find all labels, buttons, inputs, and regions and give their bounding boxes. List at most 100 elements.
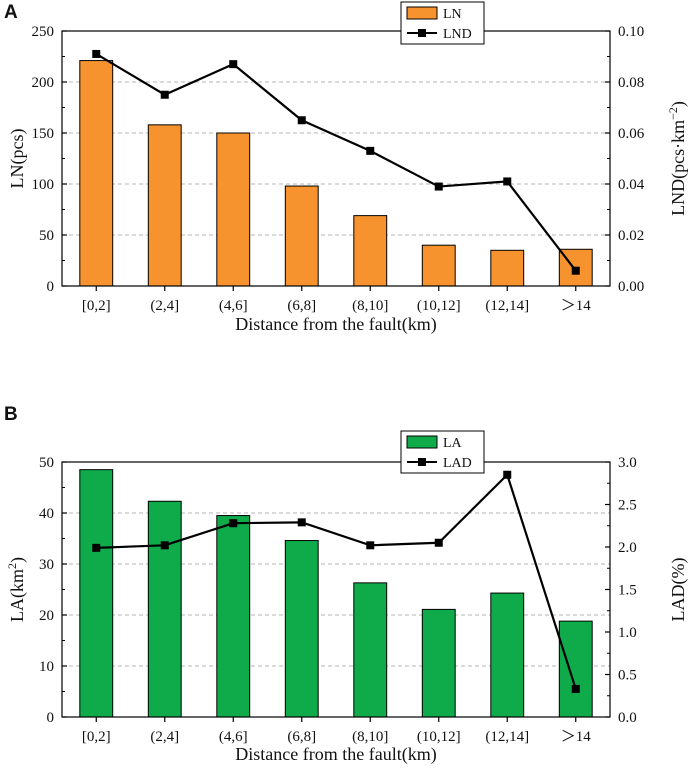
panel-b-x-tick-label: (8,10] [352, 729, 388, 745]
panel-b: B 0 10 20 30 40 50 0.0 0.5 1.0 1.5 2.0 2.5 3.0 [0,2] (… [4, 404, 689, 765]
panel-a-left-tick-label: 250 [32, 24, 55, 40]
panel-a-right-tick-label: 0.08 [618, 75, 644, 91]
panel-a-bar [147, 124, 182, 287]
panel-a-right-tick-label: 0.06 [618, 126, 645, 142]
panel-a-right-tick-label: 0.00 [618, 279, 644, 295]
panel-b-legend-bar-label: LA [443, 436, 463, 451]
panel-a-x-tick-label: (8,10] [352, 298, 388, 314]
panel-a-bar [490, 249, 525, 287]
panel-b-x-axis-title: Distance from the fault(km) [235, 744, 436, 765]
panel-b-x-tick-label: (6,8] [287, 729, 316, 745]
panel-b-x-tick-label: (2,4] [150, 729, 179, 745]
panel-a-x-tick-label: ＞14 [561, 298, 592, 314]
panel-b-bar [421, 608, 456, 718]
panel-a-grid [62, 81, 610, 236]
panel-b-left-axis-title-close: ) [7, 557, 28, 563]
panel-b-left-tick-label: 50 [39, 455, 54, 471]
panel-a-right-axis-title-superscript: −2 [666, 107, 680, 120]
panel-b-x-tick-label: (4,6] [219, 729, 248, 745]
panel-a-legend-line-label: LND [443, 27, 472, 42]
panel-b-right-tick-label: 0.0 [618, 710, 637, 726]
panel-b-left-tick-label: 20 [39, 608, 54, 624]
panel-b-left-tick-label: 0 [47, 710, 55, 726]
panel-b-line-marker [434, 538, 443, 547]
panel-b-line-path [96, 472, 577, 690]
panel-a-bars [79, 60, 593, 287]
panel-b-legend-line-marker [418, 458, 426, 466]
panel-b-line-marker [92, 543, 101, 552]
panel-b-bar [558, 620, 593, 718]
panel-b-letter: B [4, 404, 18, 425]
panel-a-legend-bar-label: LN [443, 7, 462, 22]
panel-b-left-axis-title: LA(km2) [5, 557, 28, 622]
panel-a-x-axis-title: Distance from the fault(km) [235, 314, 436, 335]
panel-a-legend: LN LND [400, 1, 485, 45]
panel-b-left-axis-title-main: LA(km [7, 569, 28, 622]
panel-a-line-marker [434, 182, 443, 191]
panel-b-bar [284, 540, 319, 718]
panel-a-left-tick-label: 200 [32, 75, 55, 91]
panel-b-left-tick-label: 30 [39, 557, 54, 573]
panel-b-right-tick-label: 1.0 [618, 625, 637, 641]
panel-a-line-marker [160, 90, 169, 99]
panel-b-line-series [92, 470, 580, 693]
panel-b-line-marker [503, 470, 512, 479]
panel-a-bar [216, 132, 251, 287]
panel-a-x-tick-label: [0,2] [82, 298, 111, 314]
panel-b-bar [216, 515, 251, 718]
panel-b-line-marker [366, 541, 375, 550]
panel-b-right-tick-label: 3.0 [618, 455, 637, 471]
panel-a-letter: A [4, 2, 18, 23]
panel-a-bar [79, 60, 114, 287]
panel-b-line-marker [297, 518, 306, 527]
panel-b-x-tick-label: (10,12] [417, 729, 461, 745]
panel-a-line-marker [571, 266, 580, 275]
panel-a-bar [284, 185, 319, 287]
panel-b-ticks: 0 10 20 30 40 50 0.0 0.5 1.0 1.5 2.0 2.5 3.0 [0,2] (2,… [39, 455, 637, 745]
panel-a: A 0 50 100 150 200 250 0.00 0.02 0.04 0.06 0.08 0.1… [4, 1, 689, 335]
panel-a-x-tick-label: (2,4] [150, 298, 179, 314]
panel-a-line-marker [366, 146, 375, 155]
panel-a-line-path [95, 53, 577, 272]
panel-a-right-tick-label: 0.04 [618, 177, 645, 193]
panel-b-right-axis-title: LAD(%) [668, 558, 689, 622]
panel-a-line-series [92, 49, 580, 275]
panel-a-left-tick-label: 0 [47, 279, 55, 295]
panel-b-x-tick-label: ＞14 [561, 729, 592, 745]
panel-b-legend-line-label: LAD [443, 456, 472, 471]
panel-b-bar [147, 500, 182, 718]
panel-b-line-marker [160, 541, 169, 550]
panel-b-right-tick-label: 0.5 [618, 668, 637, 684]
panel-a-bar [421, 244, 456, 287]
panel-a-left-tick-label: 100 [32, 177, 55, 193]
panel-a-line-marker [229, 60, 238, 69]
panel-b-bar [79, 469, 114, 718]
panel-b-right-tick-label: 1.5 [618, 583, 637, 599]
panel-a-bar [353, 215, 388, 287]
panel-a-left-axis-title: LN(pcs) [7, 129, 28, 189]
panel-a-right-axis-title: LND(pcs·km−2) [666, 101, 689, 216]
panel-b-left-tick-label: 40 [39, 506, 54, 522]
panel-b-legend: LA LAD [400, 430, 485, 474]
panel-a-line-marker [92, 49, 101, 58]
panel-a-line-marker [297, 116, 306, 125]
panel-a-right-tick-label: 0.02 [618, 228, 644, 244]
panel-a-left-tick-label: 150 [32, 126, 55, 142]
panel-b-bar [490, 592, 525, 718]
panel-b-legend-bar-swatch [406, 435, 438, 449]
panel-a-right-tick-label: 0.10 [618, 24, 644, 40]
panel-a-legend-line-marker [418, 29, 426, 37]
panel-b-bars [79, 469, 593, 718]
panel-b-right-tick-label: 2.0 [618, 540, 637, 556]
panel-a-x-tick-label: (4,6] [219, 298, 248, 314]
panel-b-left-tick-label: 10 [39, 659, 54, 675]
panel-a-ticks: 0 50 100 150 200 250 0.00 0.02 0.04 0.06 0.08 0.10 [… [32, 24, 645, 314]
panel-a-plot-frame [61, 30, 611, 287]
panel-b-bar [353, 582, 388, 718]
panel-a-x-tick-label: (10,12] [417, 298, 461, 314]
panel-a-right-axis-title-close: ) [668, 101, 689, 107]
panel-a-left-tick-label: 50 [39, 228, 54, 244]
panel-b-right-tick-label: 2.5 [618, 498, 637, 514]
panel-a-right-axis-title-main: LND(pcs·km [668, 120, 689, 216]
